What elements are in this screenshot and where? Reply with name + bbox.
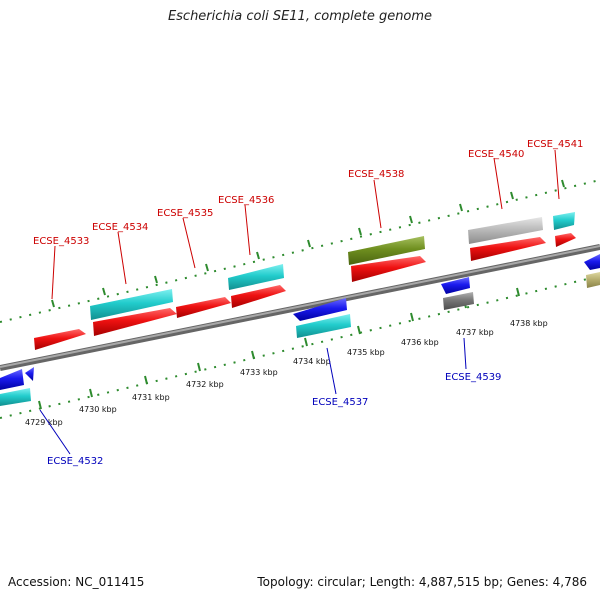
forward-major-tick (256, 251, 260, 260)
reverse-major-tick (410, 312, 414, 322)
label-leader (51, 245, 56, 300)
label-leader (554, 149, 560, 200)
tick-label: 4736 kbp (401, 338, 439, 347)
label-leader (326, 347, 337, 395)
accession-text: Accession: NC_011415 (8, 575, 145, 589)
tick-labels: 4729 kbp 4730 kbp 4731 kbp 4732 kbp 4733… (25, 319, 548, 427)
forward-major-tick (154, 275, 158, 284)
reverse-major-tick (251, 350, 255, 360)
gene-feature[interactable] (93, 308, 177, 336)
reverse-gene-features (0, 254, 600, 406)
gene-feature[interactable] (231, 285, 286, 308)
tick-label: 4734 kbp (293, 357, 331, 366)
reverse-major-tick (357, 325, 361, 335)
forward-major-tick (409, 215, 413, 224)
forward-major-tick (205, 263, 209, 272)
tick-label: 4733 kbp (240, 368, 278, 377)
gene-label[interactable]: ECSE_4535 (157, 208, 213, 219)
gene-label[interactable]: ECSE_4536 (218, 195, 274, 206)
gene-label[interactable]: ECSE_4538 (348, 169, 404, 180)
gene-feature[interactable] (0, 388, 31, 406)
gene-feature[interactable] (0, 369, 24, 390)
tick-label: 4730 kbp (79, 405, 117, 414)
gene-label[interactable]: ECSE_4539 (445, 372, 501, 383)
gene-label[interactable]: ECSE_4537 (312, 397, 368, 408)
backbone-highlight (0, 245, 600, 368)
reverse-label-leaders (39, 337, 467, 455)
reverse-gene-labels: ECSE_4532 ECSE_4537 ECSE_4539 (47, 372, 501, 467)
forward-major-tick (102, 287, 106, 296)
label-leader (117, 231, 127, 285)
gene-feature[interactable] (586, 272, 600, 288)
gene-feature[interactable] (555, 233, 576, 247)
reverse-major-tick (516, 287, 520, 297)
forward-label-leaders (51, 149, 560, 300)
gene-label[interactable]: ECSE_4534 (92, 222, 148, 233)
forward-major-tick (51, 299, 55, 308)
gene-feature[interactable] (348, 236, 425, 265)
reverse-major-tick (89, 388, 93, 398)
map-title: Escherichia coli SE11, complete genome (167, 9, 433, 24)
gene-label[interactable]: ECSE_4532 (47, 456, 103, 467)
gene-feature[interactable] (553, 212, 575, 230)
gene-feature[interactable] (470, 237, 546, 261)
genome-backbone (0, 244, 600, 371)
genome-summary-text: Topology: circular; Length: 4,887,515 bp… (257, 575, 587, 589)
reverse-tick-track (0, 275, 600, 419)
reverse-major-tick (144, 375, 148, 385)
forward-major-tick (358, 227, 362, 236)
gene-feature[interactable] (296, 314, 351, 338)
forward-gene-features (34, 212, 576, 350)
gene-feature[interactable] (176, 297, 231, 318)
gene-feature[interactable] (34, 329, 86, 350)
gene-feature[interactable] (351, 256, 426, 282)
forward-major-tick (561, 179, 565, 188)
gene-feature[interactable] (90, 289, 173, 320)
gene-feature[interactable] (443, 292, 474, 310)
forward-major-tick (510, 191, 514, 200)
forward-major-tick (307, 239, 311, 248)
gene-feature[interactable] (293, 298, 347, 321)
forward-gene-labels: ECSE_4533 ECSE_4534 ECSE_4535 ECSE_4536 … (33, 139, 583, 247)
label-leader (463, 337, 467, 370)
label-leader (244, 204, 251, 256)
reverse-major-tick (38, 400, 42, 410)
gene-feature[interactable] (584, 254, 600, 270)
gene-label[interactable]: ECSE_4533 (33, 236, 89, 247)
label-leader (373, 179, 382, 229)
label-leader (493, 157, 503, 210)
label-leader (39, 409, 71, 455)
gene-feature[interactable] (468, 217, 543, 244)
tick-label: 4729 kbp (25, 418, 63, 427)
gene-label[interactable]: ECSE_4541 (527, 139, 583, 150)
gene-feature[interactable] (25, 367, 34, 381)
gene-feature[interactable] (441, 277, 470, 294)
tick-label: 4731 kbp (132, 393, 170, 402)
tick-label: 4732 kbp (186, 380, 224, 389)
reverse-major-tick (304, 337, 308, 347)
forward-tick-track (0, 179, 600, 323)
tick-label: 4735 kbp (347, 348, 385, 357)
tick-label: 4737 kbp (456, 328, 494, 337)
label-leader (182, 217, 196, 269)
reverse-major-tick (197, 362, 201, 372)
gene-feature[interactable] (228, 264, 284, 290)
forward-major-tick (459, 203, 463, 212)
tick-label: 4738 kbp (510, 319, 548, 328)
gene-label[interactable]: ECSE_4540 (468, 149, 524, 160)
